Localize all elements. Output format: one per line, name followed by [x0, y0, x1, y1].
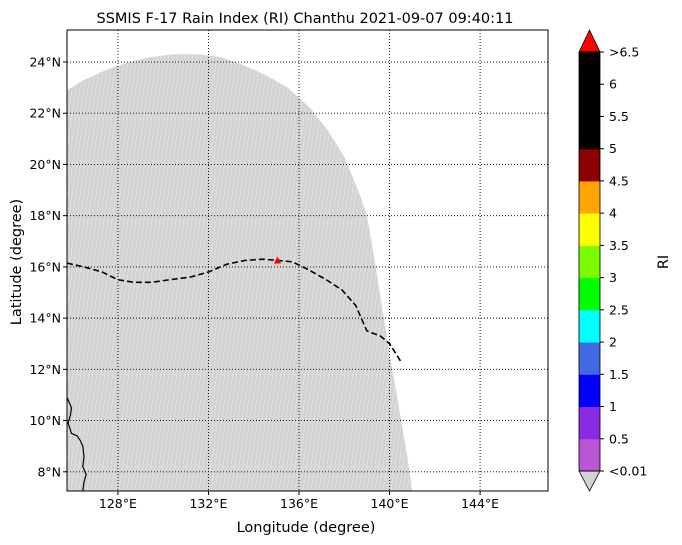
y-tick-label: 14°N: [29, 311, 61, 326]
colorbar-segment: [579, 342, 600, 375]
storm-center-marker: [274, 256, 282, 264]
colorbar-tick-label: >6.5: [609, 45, 639, 60]
coastline: [67, 397, 87, 491]
colorbar-segment: [579, 148, 600, 182]
colorbar-segment: [579, 309, 600, 343]
colorbar: <0.01 0.5 1 1.5 2 2.5 3 3.5 4 4.5 5 5.5 6 >6.5: [578, 29, 647, 492]
colorbar-tick-label: 1: [609, 399, 617, 414]
y-tick-label: 12°N: [29, 362, 61, 377]
y-tick-label: 22°N: [29, 106, 61, 121]
y-tick-label: 10°N: [29, 413, 61, 428]
colorbar-tick-label: <0.01: [609, 464, 647, 479]
colorbar-label: RI: [656, 255, 672, 269]
colorbar-frame: [578, 51, 601, 472]
colorbar-tick-label: 4: [609, 206, 617, 221]
colorbar-tick-label: 2: [609, 335, 617, 350]
colorbar-segment: [579, 406, 600, 440]
colorbar-tick-label: 2.5: [609, 302, 629, 317]
x-tick-label: 132°E: [189, 496, 227, 511]
colorbar-tick-label: 6: [609, 77, 617, 92]
y-tick-label: 18°N: [29, 208, 61, 223]
colorbar-tick-label: 4.5: [609, 173, 629, 188]
y-tick-label: 8°N: [37, 464, 61, 479]
figure-title: SSMIS F-17 Rain Index (RI) Chanthu 2021-…: [97, 11, 514, 27]
x-tick-label: 140°E: [371, 496, 409, 511]
y-tick-label: 24°N: [29, 55, 61, 70]
colorbar-over-triangle: [578, 29, 601, 53]
colorbar-segment: [579, 180, 600, 214]
colorbar-segment: [579, 52, 600, 85]
colorbar-segment: [579, 438, 600, 472]
storm-track: [67, 258, 402, 363]
colorbar-tick-label: 3.5: [609, 238, 629, 253]
lat-lon-grid: [67, 30, 548, 491]
colorbar-segment: [579, 213, 600, 246]
colorbar-under-triangle: [578, 470, 601, 492]
y-axis-label: Latitude (degree): [9, 199, 25, 325]
x-tick-label: 136°E: [280, 496, 318, 511]
colorbar-segment: [579, 245, 600, 279]
colorbar-segment: [579, 116, 600, 150]
x-axis-label: Longitude (degree): [237, 520, 376, 536]
colorbar-segment: [579, 277, 600, 311]
colorbar-tick-label: 3: [609, 270, 617, 285]
colorbar-segment: [579, 374, 600, 408]
map-frame: [66, 29, 549, 492]
y-tick-label: 20°N: [29, 157, 61, 172]
colorbar-segment: [579, 84, 600, 117]
colorbar-tick-label: 5.5: [609, 109, 629, 124]
x-tick-label: 128°E: [99, 496, 137, 511]
map-area: [67, 30, 548, 491]
y-tick-label: 16°N: [29, 259, 61, 274]
colorbar-tick-label: 0.5: [609, 431, 629, 446]
x-axis-ticks: 128°E 132°E 136°E 140°E 144°E: [99, 491, 499, 511]
colorbar-tick-label: 5: [609, 141, 617, 156]
y-axis-ticks: 8°N 10°N 12°N 14°N 16°N 18°N 20°N 22°N 24°N: [29, 55, 67, 479]
x-tick-label: 144°E: [461, 496, 499, 511]
ssmis-swath: [67, 54, 413, 491]
colorbar-tick-label: 1.5: [609, 367, 629, 382]
